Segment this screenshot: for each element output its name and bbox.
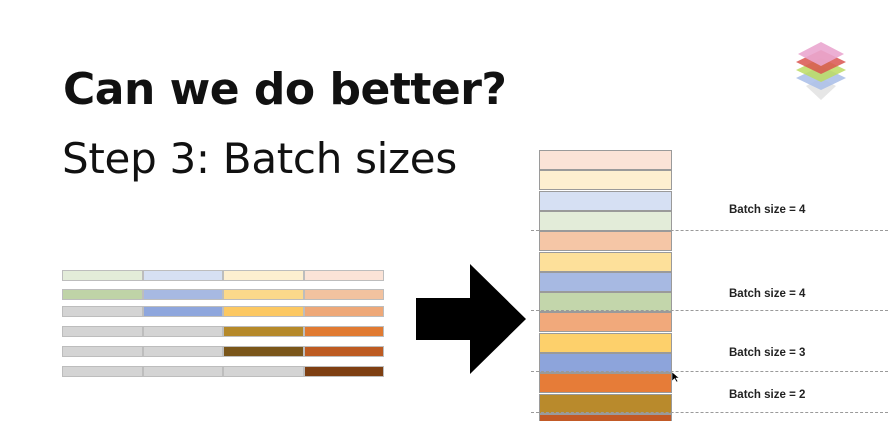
grid-cell [303, 270, 384, 281]
logo-layer-pink [798, 42, 844, 66]
batch-label: Batch size = 4 [729, 288, 806, 300]
stack-block [539, 292, 672, 313]
grid-cell [142, 306, 223, 317]
grid-row [62, 346, 384, 357]
grid-cell [223, 306, 304, 317]
grid-cell [142, 326, 223, 337]
stack-block [539, 231, 672, 252]
grid-cell [223, 366, 304, 377]
stack-block [539, 210, 672, 231]
grid-row [62, 366, 384, 377]
mouse-cursor-icon [672, 372, 680, 382]
right-arrow-icon [416, 264, 526, 374]
stack-block [539, 190, 672, 211]
batch-divider [531, 371, 888, 372]
grid-cell [303, 346, 384, 357]
grid-cell [223, 346, 304, 357]
grid-row [62, 270, 384, 281]
grid-cell [62, 270, 143, 281]
grid-cell [223, 270, 304, 281]
slide-subtitle: Step 3: Batch sizes [62, 134, 457, 183]
stack-block [539, 150, 672, 170]
grid-cell [62, 306, 143, 317]
stack-block [539, 413, 672, 421]
stack-block [539, 373, 672, 394]
grid-cell [142, 346, 223, 357]
stack-block [539, 271, 672, 292]
slide-title: Can we do better? [63, 64, 507, 115]
grid-cell [62, 326, 143, 337]
grid-cell [62, 289, 143, 300]
grid-cell [223, 326, 304, 337]
grid-row [62, 326, 384, 337]
stack-block [539, 251, 672, 272]
batch-divider [531, 230, 888, 231]
stack-block [539, 170, 672, 191]
stack-block [539, 332, 672, 353]
grid-cell [303, 366, 384, 377]
stack-block [539, 393, 672, 414]
grid-cell [142, 289, 223, 300]
batch-label: Batch size = 4 [729, 204, 806, 216]
grid-cell [142, 270, 223, 281]
batched-stack [539, 150, 672, 421]
grid-cell [62, 346, 143, 357]
batch-label: Batch size = 3 [729, 347, 806, 359]
batch-divider [531, 310, 888, 311]
grid-row [62, 306, 384, 317]
grid-cell [303, 306, 384, 317]
layered-stack-logo-icon [796, 42, 846, 100]
token-grid [62, 270, 384, 382]
batch-label: Batch size = 2 [729, 389, 806, 401]
grid-cell [62, 366, 143, 377]
grid-cell [303, 289, 384, 300]
grid-row [62, 289, 384, 300]
grid-cell [303, 326, 384, 337]
stack-block [539, 312, 672, 333]
batch-divider [531, 412, 888, 413]
grid-cell [142, 366, 223, 377]
stack-block [539, 353, 672, 373]
grid-cell [223, 289, 304, 300]
